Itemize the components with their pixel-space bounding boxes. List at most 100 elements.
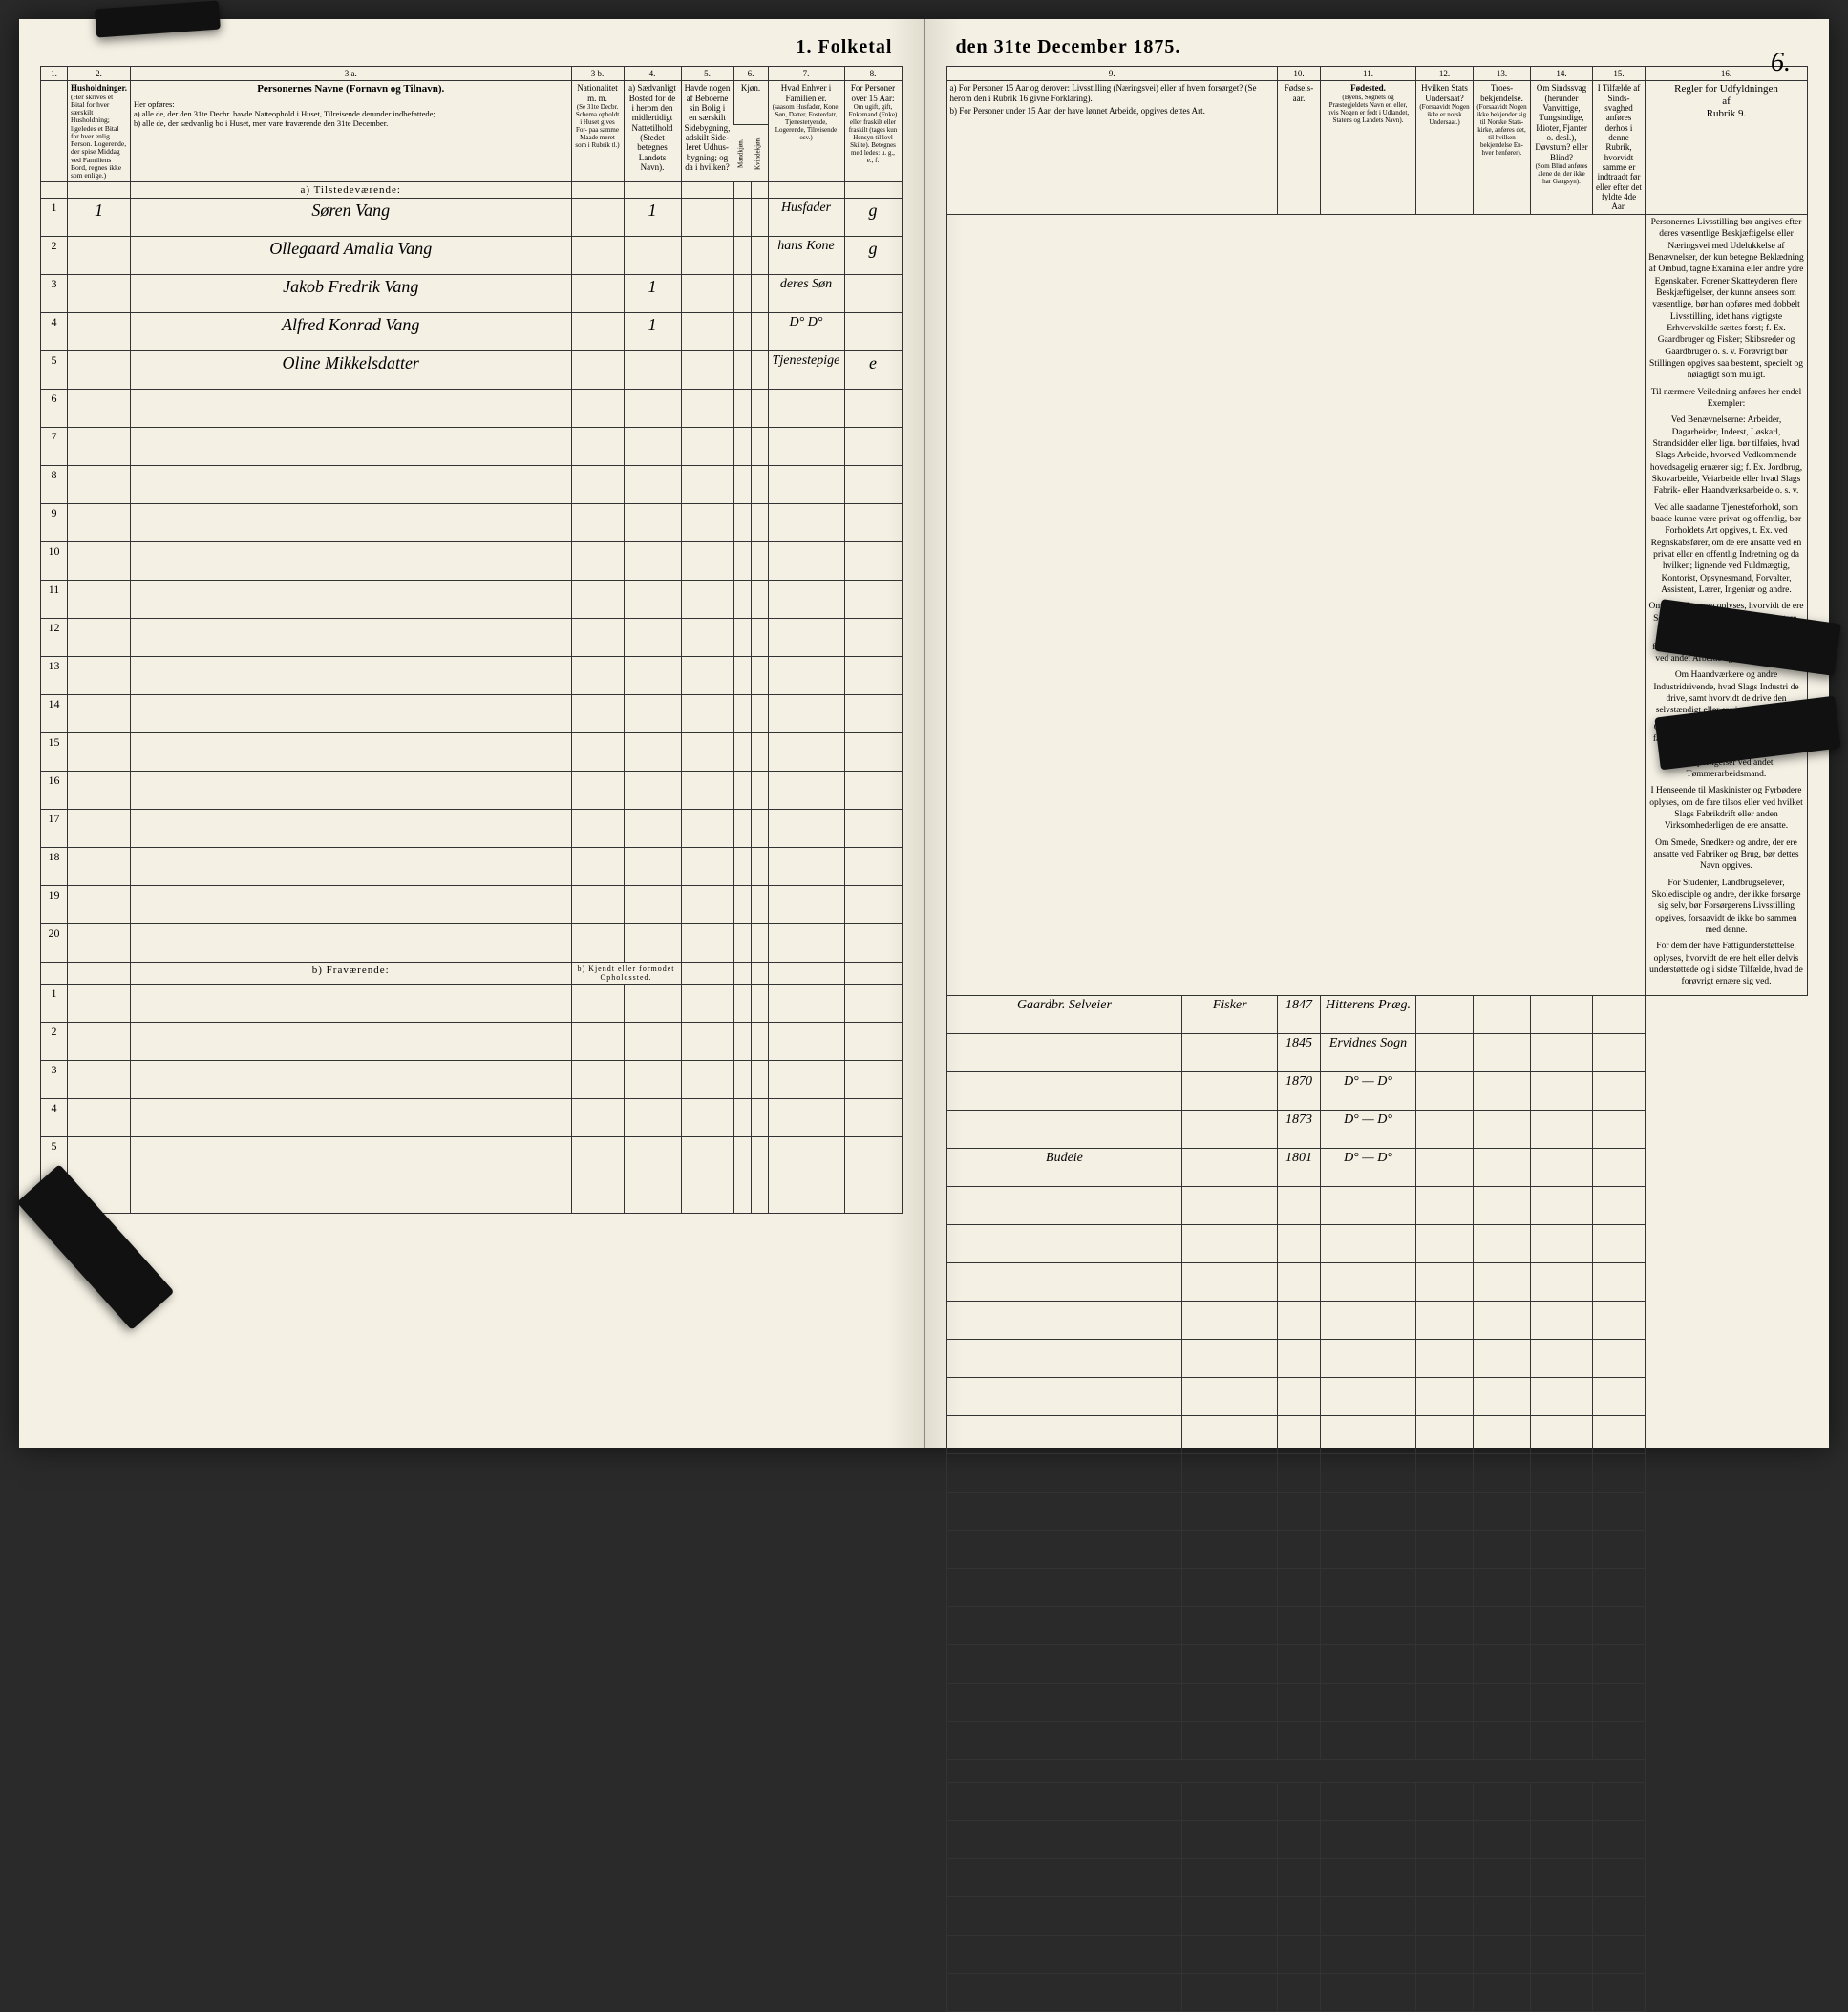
household-num: 1 [68, 199, 131, 237]
col-3b-head: 3 b. [571, 67, 624, 81]
header-text-row-r: a) For Personer 15 Aar og derover: Livss… [946, 81, 1808, 214]
col-5-head: 5. [681, 67, 733, 81]
table-row [946, 1858, 1808, 1896]
row-number: 2 [41, 237, 68, 275]
navne-header: Personernes Navne (Fornavn og Tilnavn). … [130, 81, 571, 182]
table-row: 4 Alfred Konrad Vang 1 D° D° [41, 313, 903, 351]
birth-place: D° — D° [1321, 1071, 1416, 1110]
table-row: 3Jakob Fredrik Vang1deres Søn [41, 275, 903, 313]
table-row [946, 1186, 1808, 1224]
row-number: 1 [41, 985, 68, 1023]
table-row: 15 [41, 733, 903, 772]
row-number: 10 [41, 542, 68, 581]
table-row [946, 1262, 1808, 1301]
person-name: Oline Mikkelsdatter [130, 351, 571, 390]
table-row: 20 [41, 924, 903, 963]
family-rel: Tjenestepige [768, 351, 844, 390]
col-1-head: 1. [41, 67, 68, 81]
table-row: 13 [41, 657, 903, 695]
table-row: 16 [41, 772, 903, 810]
occupation [946, 1033, 1182, 1071]
kjon-k: Kvindekjøn. [751, 125, 768, 182]
table-row: 9 [41, 504, 903, 542]
kjon-header: Kjøn. [733, 81, 768, 125]
table-row [946, 1820, 1808, 1858]
occupation: Budeie [946, 1148, 1182, 1186]
person-name: Ollegaard Amalia Vang [130, 237, 571, 275]
row-number: 1 [41, 199, 68, 237]
header-text-row: Husholdninger. (Her skrives et Bital for… [41, 81, 903, 125]
col-13-head: 13. [1474, 67, 1531, 81]
household-num [68, 275, 131, 313]
section-b-row: b) Fraværende: b) Kjendt eller formodet … [41, 963, 903, 985]
row-number: 20 [41, 924, 68, 963]
civil-status: e [844, 351, 902, 390]
table-row [946, 1935, 1808, 1973]
row-number: 3 [41, 275, 68, 313]
family-rel: Husfader [768, 199, 844, 237]
livs-header: a) For Personer 15 Aar og derover: Livss… [946, 81, 1278, 214]
ledger-table-right: 9. 10. 11. 12. 13. 14. 15. 16. a) For Pe… [946, 66, 1809, 2012]
col-8-head: 8. [844, 67, 902, 81]
table-row: 14 [41, 695, 903, 733]
birth-place: Hitterens Præg. [1321, 995, 1416, 1033]
table-row [946, 1224, 1808, 1262]
family-rel: D° D° [768, 313, 844, 351]
civil-status: g [844, 237, 902, 275]
col4-val [624, 237, 681, 275]
table-row [946, 1606, 1808, 1644]
col-number-row-r: 9. 10. 11. 12. 13. 14. 15. 16. [946, 67, 1808, 81]
table-row [946, 1530, 1808, 1568]
civil-status: g [844, 199, 902, 237]
kjon-m: Mandkjøn. [733, 125, 751, 182]
col-3a-head: 3 a. [130, 67, 571, 81]
col-10-head: 10. [1278, 67, 1321, 81]
table-row [946, 1377, 1808, 1415]
person-name: Alfred Konrad Vang [130, 313, 571, 351]
row-number: 14 [41, 695, 68, 733]
occupation-2 [1182, 1033, 1278, 1071]
title-left: 1. Folketal [40, 36, 903, 58]
birth-place: D° — D° [1321, 1110, 1416, 1148]
table-row: 17 [41, 810, 903, 848]
occupation-2 [1182, 1110, 1278, 1148]
table-row: 11 [41, 581, 903, 619]
table-row [946, 1492, 1808, 1530]
table-row: 2 Ollegaard Amalia Vang hans Koneg [41, 237, 903, 275]
hushold-header: Husholdninger. (Her skrives et Bital for… [68, 81, 131, 182]
col4-val: 1 [624, 313, 681, 351]
table-row: 2 [41, 1023, 903, 1061]
birth-year: 1801 [1278, 1148, 1321, 1186]
col-7-head: 7. [768, 67, 844, 81]
occupation-2 [1182, 1071, 1278, 1110]
row-number: 2 [41, 1023, 68, 1061]
occupation-2 [1182, 1148, 1278, 1186]
birth-year: 1847 [1278, 995, 1321, 1033]
birth-year: 1873 [1278, 1110, 1321, 1148]
birth-year: 1870 [1278, 1071, 1321, 1110]
row-number: 4 [41, 313, 68, 351]
row-number: 16 [41, 772, 68, 810]
ledger-table-left: 1. 2. 3 a. 3 b. 4. 5. 6. 7. 8. Husholdni… [40, 66, 903, 1214]
col4-val [624, 351, 681, 390]
table-row: Budeie1801D° — D° [946, 1148, 1808, 1186]
occupation: Gaardbr. Selveier [946, 995, 1182, 1033]
person-name: Søren Vang [130, 199, 571, 237]
table-row [946, 1683, 1808, 1721]
family-rel: deres Søn [768, 275, 844, 313]
birth-year: 1845 [1278, 1033, 1321, 1071]
section-a-label: a) Tilstedeværende: [130, 182, 571, 199]
row-number: 12 [41, 619, 68, 657]
table-row [946, 1896, 1808, 1935]
col-15-head: 15. [1593, 67, 1646, 81]
row-number: 19 [41, 886, 68, 924]
row-number: 13 [41, 657, 68, 695]
table-row: 1870D° — D° [946, 1071, 1808, 1110]
section-a-row: a) Tilstedeværende: [41, 182, 903, 199]
table-row [946, 1568, 1808, 1606]
family-rel: hans Kone [768, 237, 844, 275]
col-14-head: 14. [1531, 67, 1593, 81]
rules-header: Regler for Udfyldningen af Rubrik 9. [1646, 81, 1808, 214]
fodsels-header: Fødsels- aar. [1278, 81, 1321, 214]
row-number: 3 [41, 1061, 68, 1099]
